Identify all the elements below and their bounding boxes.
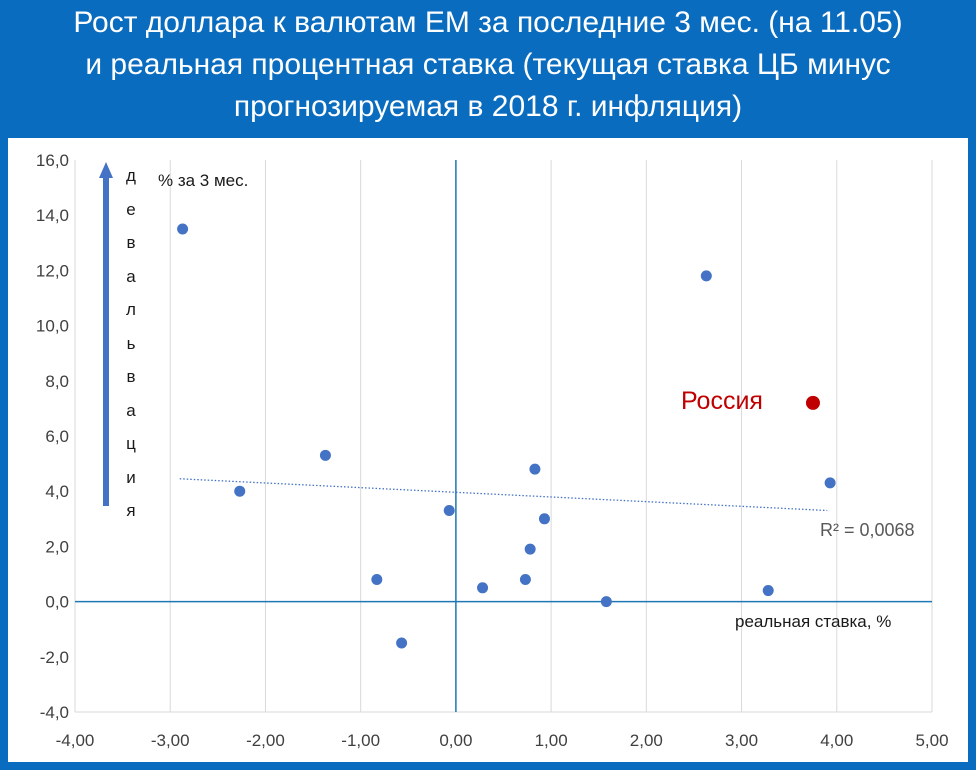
x-tick-label: -1,00 bbox=[341, 731, 380, 750]
x-tick-label: 3,00 bbox=[725, 731, 758, 750]
data-point bbox=[524, 543, 536, 555]
devaluation-letter: ь bbox=[126, 333, 136, 353]
data-point bbox=[477, 582, 489, 594]
y-tick-label: -4,0 bbox=[40, 703, 69, 722]
devaluation-letter: и bbox=[126, 467, 136, 487]
data-point bbox=[538, 513, 550, 525]
x-tick-label: -3,00 bbox=[151, 731, 190, 750]
x-tick-label: -2,00 bbox=[246, 731, 285, 750]
devaluation-letter: в bbox=[126, 367, 136, 386]
y-tick-label: 2,0 bbox=[45, 537, 69, 556]
chart-panel: -4,0 -2,0 0,0 2,0 4,0 6,0 8,0 10,0 12,0 14,0 16,0 -… bbox=[8, 138, 968, 762]
y-tick-label: 6,0 bbox=[45, 427, 69, 446]
y-tick-label: 16,0 bbox=[36, 151, 69, 170]
data-point bbox=[234, 485, 246, 497]
y-tick-label: -2,0 bbox=[40, 648, 69, 667]
data-point bbox=[700, 270, 712, 282]
y-tick-label: 14,0 bbox=[36, 206, 69, 225]
data-point bbox=[600, 596, 612, 608]
devaluation-letter: в bbox=[126, 233, 136, 252]
data-point bbox=[177, 223, 189, 235]
data-point bbox=[529, 463, 541, 475]
r-squared-label: R² = 0,0068 bbox=[820, 520, 915, 540]
data-point bbox=[371, 574, 383, 586]
x-tick-label: 4,00 bbox=[820, 731, 853, 750]
y-tick-label: 4,0 bbox=[45, 482, 69, 501]
x-tick-label: -4,00 bbox=[56, 731, 95, 750]
data-point bbox=[824, 477, 836, 489]
devaluation-letter: ц bbox=[126, 434, 136, 453]
y-axis-label: % за 3 мес. bbox=[158, 171, 249, 190]
y-tick-label: 12,0 bbox=[36, 261, 69, 280]
x-tick-label: 5,00 bbox=[915, 731, 948, 750]
russia-point bbox=[805, 395, 820, 410]
x-axis-label: реальная ставка, % bbox=[735, 612, 892, 631]
data-point bbox=[319, 449, 331, 461]
title-line-2: и реальная процентная ставка (текущая ст… bbox=[85, 48, 891, 81]
x-tick-label: 2,00 bbox=[630, 731, 663, 750]
russia-label: Россия bbox=[680, 386, 763, 415]
y-tick-label: 8,0 bbox=[45, 372, 69, 391]
devaluation-letter: е bbox=[126, 199, 136, 219]
y-tick-label: 0,0 bbox=[45, 593, 69, 612]
devaluation-letter: я bbox=[126, 501, 136, 520]
devaluation-letter: д bbox=[126, 166, 136, 185]
chart-title: Рост доллара к валютам ЕМ за последние 3… bbox=[0, 0, 976, 130]
data-point bbox=[443, 505, 455, 517]
x-tick-label: 0,00 bbox=[439, 731, 472, 750]
data-point bbox=[396, 637, 408, 649]
devaluation-letter: а bbox=[126, 266, 136, 286]
devaluation-letter: л bbox=[126, 300, 136, 319]
data-point bbox=[519, 574, 531, 586]
title-line-1: Рост доллара к валютам ЕМ за последние 3… bbox=[73, 6, 903, 39]
scatter-chart: -4,0 -2,0 0,0 2,0 4,0 6,0 8,0 10,0 12,0 14,0 16,0 -… bbox=[36, 151, 949, 750]
trendline bbox=[179, 478, 828, 512]
devaluation-arrow-head bbox=[99, 162, 113, 178]
y-tick-label: 10,0 bbox=[36, 317, 69, 336]
title-line-3: прогнозируемая в 2018 г. инфляция) bbox=[233, 90, 743, 123]
data-point bbox=[762, 585, 774, 597]
x-tick-label: 1,00 bbox=[535, 731, 568, 750]
devaluation-letter: а bbox=[126, 400, 136, 420]
